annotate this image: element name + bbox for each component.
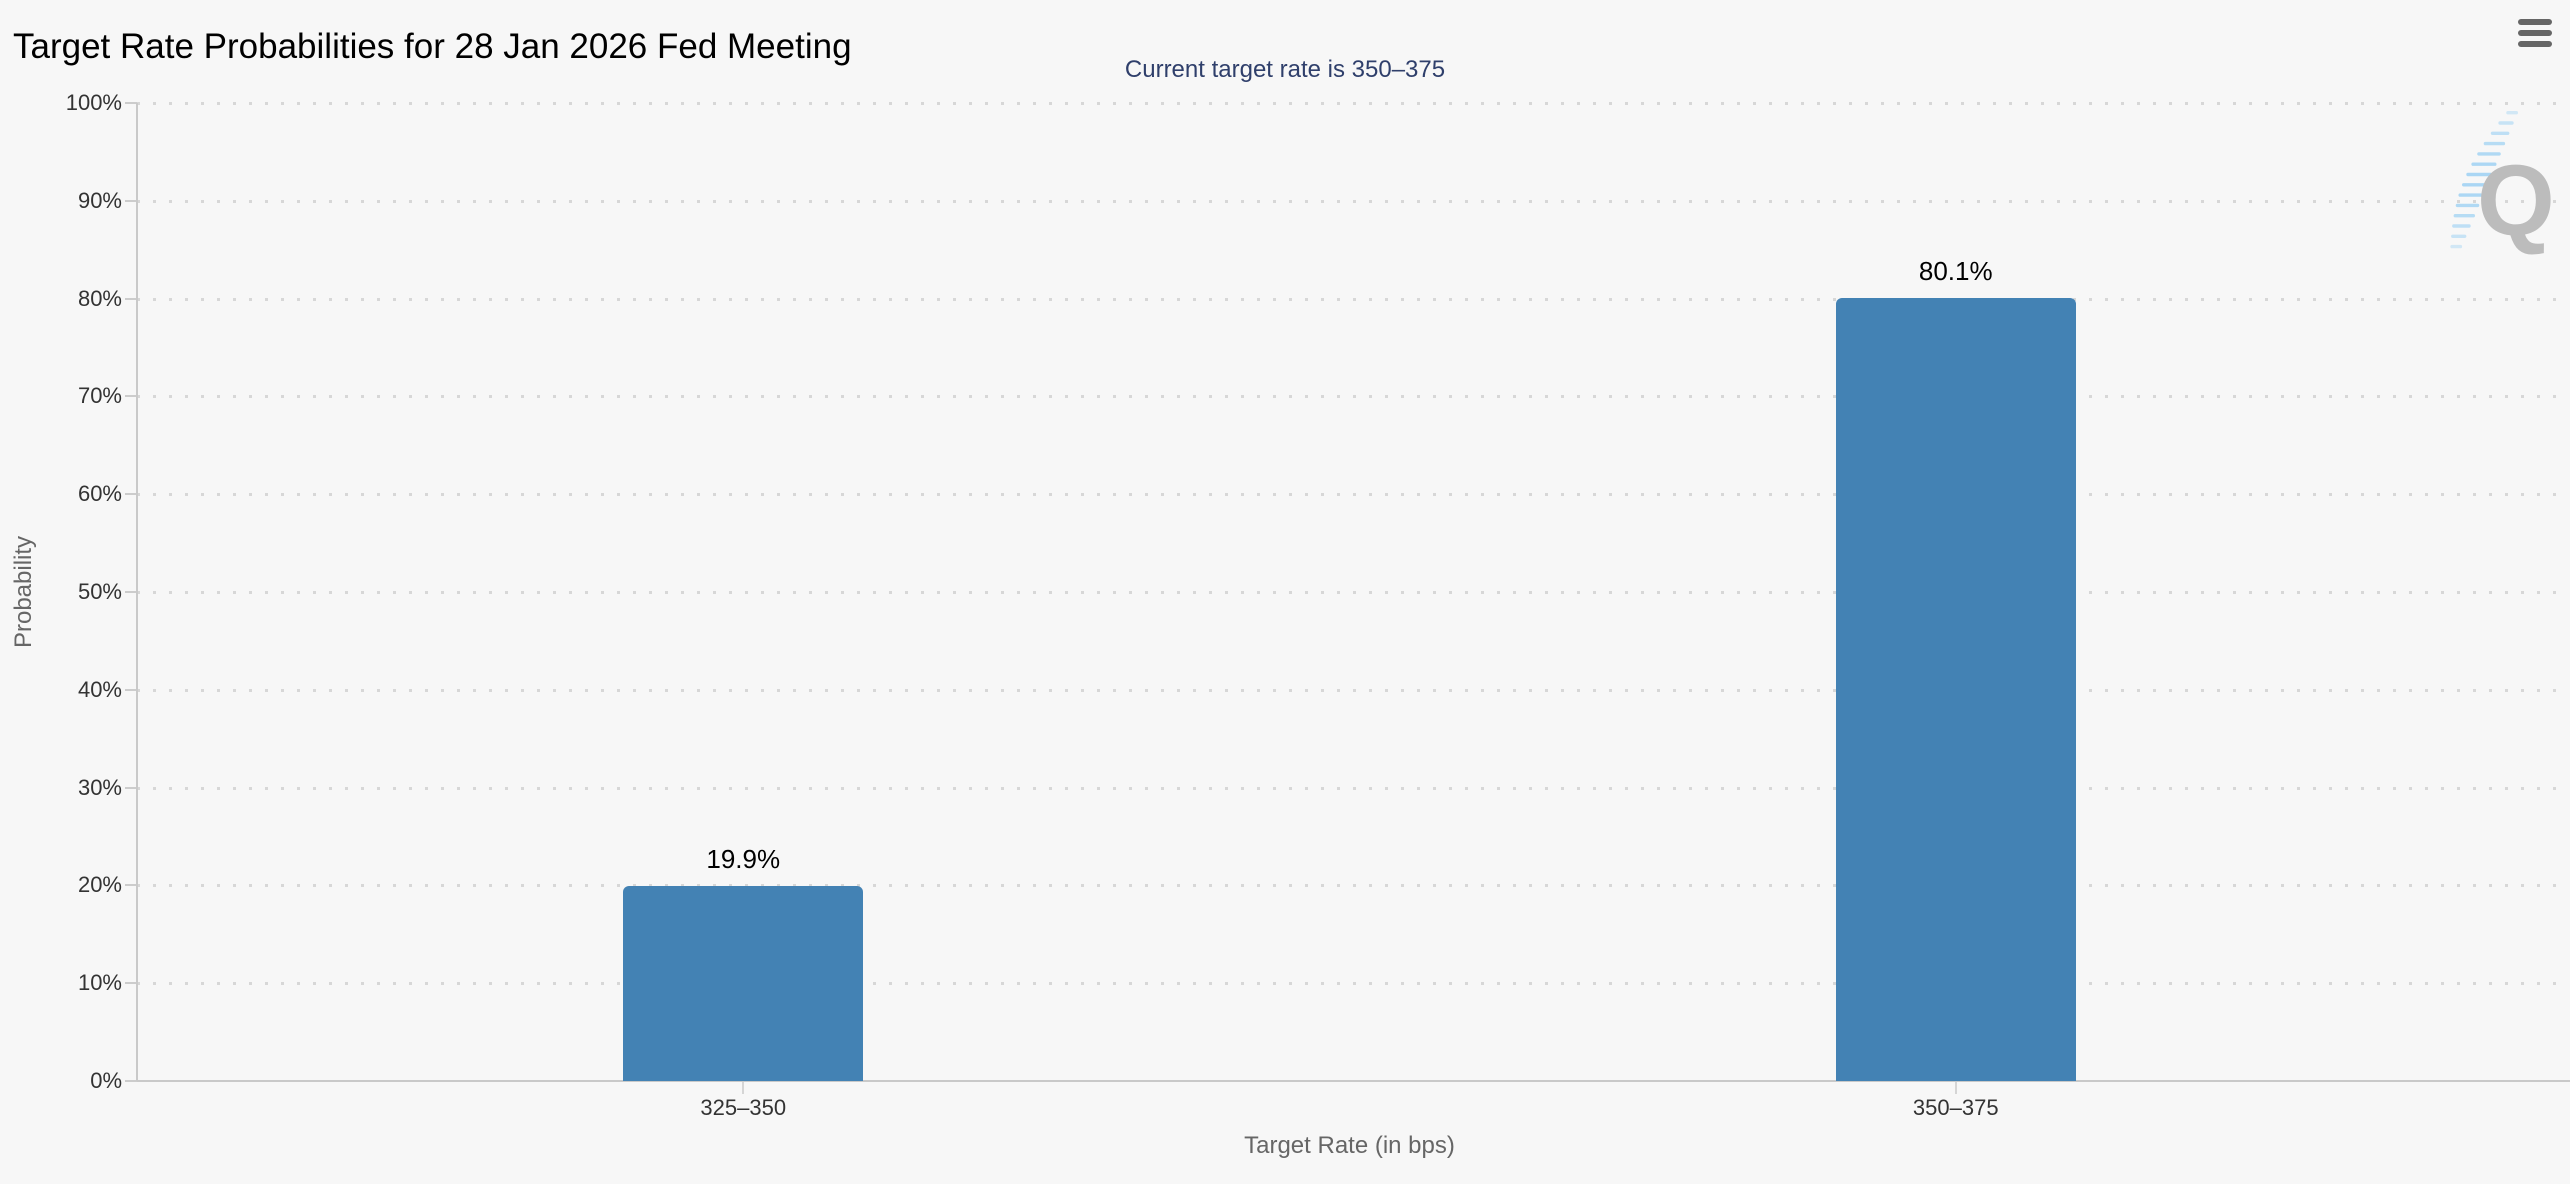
watermark-dash bbox=[2498, 121, 2514, 125]
x-axis-title: Target Rate (in bps) bbox=[1244, 1132, 1455, 1159]
watermark-dash bbox=[2451, 234, 2467, 238]
watermark-dash bbox=[2450, 244, 2463, 249]
watermark-dash bbox=[2458, 193, 2484, 197]
y-axis-tick-label: 60% bbox=[77, 481, 122, 507]
watermark-q-logo: Q bbox=[2425, 88, 2570, 273]
y-gridline bbox=[137, 884, 2562, 888]
y-gridline bbox=[137, 297, 2562, 301]
watermark-dash bbox=[2455, 203, 2480, 208]
hamburger-bar bbox=[2518, 41, 2552, 47]
y-axis-tick bbox=[125, 395, 137, 398]
y-gridline bbox=[137, 493, 2562, 497]
watermark-dash bbox=[2483, 141, 2506, 146]
watermark-dash bbox=[2466, 172, 2493, 177]
y-gridline bbox=[137, 102, 2562, 105]
y-axis-tick-label: 30% bbox=[77, 774, 122, 800]
y-gridline bbox=[137, 688, 2562, 692]
watermark-dash bbox=[2471, 162, 2497, 166]
x-axis-tick-label: 350–375 bbox=[1912, 1095, 1999, 1120]
watermark-dash bbox=[2477, 152, 2501, 156]
y-axis-line bbox=[136, 103, 138, 1081]
y-axis-tick bbox=[125, 688, 137, 691]
watermark-dash bbox=[2452, 224, 2471, 228]
y-axis-tick-label: 100% bbox=[65, 90, 122, 115]
watermark-q-letter: Q bbox=[2477, 145, 2555, 257]
bar-value-label: 80.1% bbox=[1918, 255, 1993, 286]
hamburger-menu-icon[interactable] bbox=[2512, 12, 2558, 54]
bar-325-350[interactable] bbox=[623, 886, 864, 1081]
hamburger-bar bbox=[2518, 30, 2552, 36]
y-axis-tick-label: 70% bbox=[77, 383, 122, 409]
y-axis-tick-label: 40% bbox=[77, 676, 122, 702]
y-axis-tick-label: 50% bbox=[77, 579, 122, 604]
watermark-dash bbox=[2453, 214, 2475, 218]
x-axis-line bbox=[137, 1080, 2570, 1082]
bar-value-label: 19.9% bbox=[706, 844, 781, 875]
x-axis-tick bbox=[742, 1082, 745, 1094]
y-axis-tick bbox=[125, 102, 137, 104]
x-axis-tick-label: 325–350 bbox=[700, 1095, 787, 1120]
y-axis-tick bbox=[125, 199, 137, 202]
y-gridline bbox=[137, 395, 2562, 399]
y-axis-tick bbox=[125, 786, 137, 789]
watermark-dash bbox=[2506, 111, 2518, 115]
y-axis-tick-label: 20% bbox=[77, 872, 122, 898]
y-axis-tick bbox=[125, 884, 137, 887]
chart-subtitle: Current target rate is 350–375 bbox=[1124, 56, 1446, 83]
y-axis-tick-label: 90% bbox=[77, 187, 122, 213]
watermark-dash bbox=[2461, 183, 2488, 187]
y-axis-tick-label: 10% bbox=[77, 970, 122, 996]
bar-350-375[interactable] bbox=[1835, 297, 2076, 1081]
y-axis-tick bbox=[125, 1080, 137, 1082]
y-axis-tick-label: 80% bbox=[77, 285, 122, 311]
y-gridline bbox=[137, 982, 2562, 986]
y-axis-tick bbox=[125, 591, 137, 593]
y-gridline bbox=[137, 591, 2562, 594]
y-axis-tick bbox=[125, 297, 137, 300]
hamburger-bar bbox=[2518, 19, 2552, 25]
y-axis-tick-label: 0% bbox=[90, 1068, 122, 1093]
x-axis-tick bbox=[1954, 1082, 1957, 1094]
y-gridline bbox=[137, 786, 2562, 790]
y-axis-tick bbox=[125, 493, 137, 496]
y-gridline bbox=[137, 199, 2562, 203]
y-axis-tick bbox=[125, 982, 137, 985]
chart-title: Target Rate Probabilities for 28 Jan 202… bbox=[13, 27, 852, 67]
watermark-dash bbox=[2490, 131, 2510, 135]
